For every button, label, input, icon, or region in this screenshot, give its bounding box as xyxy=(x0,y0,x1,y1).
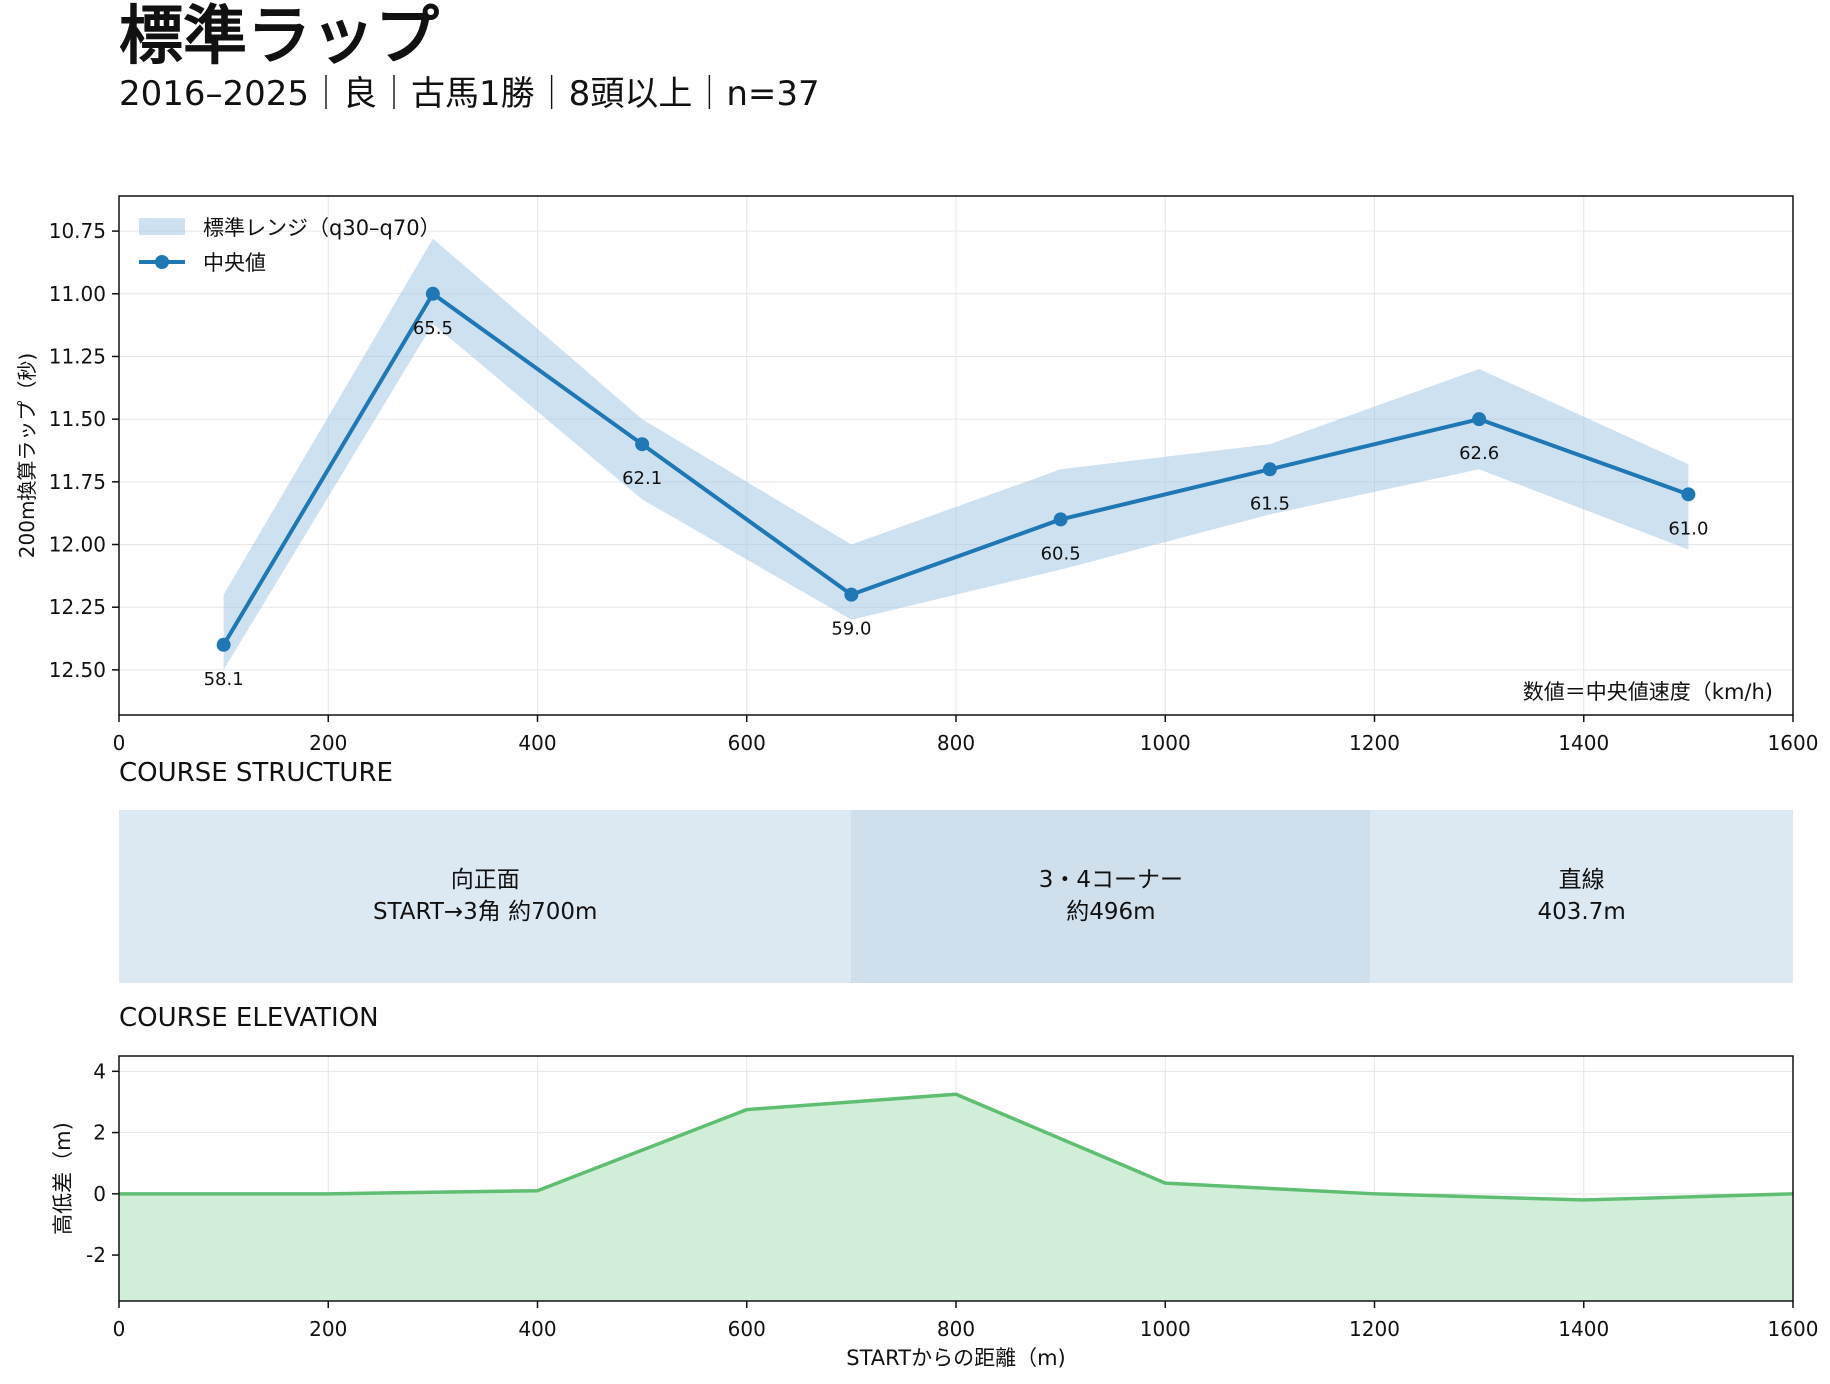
plot-frame xyxy=(118,1055,1794,1302)
legend-label-median: 中央値 xyxy=(203,251,266,275)
x-tick-label: 0 xyxy=(113,1317,126,1341)
x-tick-label: 1600 xyxy=(1768,731,1819,755)
median-line xyxy=(221,291,1690,646)
speed-annotation: 数値＝中央値速度（km/h) xyxy=(1523,680,1773,704)
median-point xyxy=(216,637,231,652)
legend-swatch-band xyxy=(139,218,185,235)
y-tick-label: 0 xyxy=(93,1182,106,1206)
course-segment-detail: START→3角 約700m xyxy=(372,898,598,925)
y-axis-label: 高低差（m) xyxy=(51,1122,75,1235)
median-point xyxy=(425,286,440,301)
legend-label-band: 標準レンジ（q30–q70） xyxy=(203,216,441,240)
x-tick-label: 200 xyxy=(309,731,347,755)
x-tick-label: 800 xyxy=(937,731,975,755)
course-segment-name: 向正面 xyxy=(450,867,520,894)
point-label: 58.1 xyxy=(204,669,244,690)
course-segment-name: 直線 xyxy=(1558,867,1605,894)
page-subtitle: 2016–2025｜良｜古馬1勝｜8頭以上｜n=37 xyxy=(119,74,820,114)
median-point xyxy=(1472,412,1487,427)
x-tick-label: 400 xyxy=(518,731,556,755)
y-tick-label: 12.50 xyxy=(49,658,106,682)
x-tick-label: 600 xyxy=(728,731,766,755)
legend-swatch-marker xyxy=(155,255,169,269)
elevation-line xyxy=(119,1092,1794,1202)
x-tick-label: 1000 xyxy=(1140,1317,1191,1341)
x-tick-label: 400 xyxy=(518,1317,556,1341)
point-label: 65.5 xyxy=(413,318,453,339)
y-tick-label: 11.00 xyxy=(49,282,106,306)
y-tick-label: 11.50 xyxy=(49,407,106,431)
x-tick-label: 1000 xyxy=(1140,731,1191,755)
course-segment-detail: 403.7m xyxy=(1537,898,1626,925)
x-tick-label: 0 xyxy=(113,731,126,755)
x-tick-label: 600 xyxy=(728,1317,766,1341)
y-tick-label: 11.25 xyxy=(49,344,106,368)
point-label: 61.5 xyxy=(1250,493,1290,514)
median-point xyxy=(844,587,859,602)
course-segment-detail: 約496m xyxy=(1066,898,1156,925)
x-tick-label: 1400 xyxy=(1558,731,1609,755)
x-tick-label: 1600 xyxy=(1768,1317,1819,1341)
lap-chart: 58.1 65.5 62.1 59.0 60.5 61.5 62.6 61.0 0 200 400 6… xyxy=(15,195,1819,755)
median-point xyxy=(635,437,650,452)
x-tick-label: 1400 xyxy=(1558,1317,1609,1341)
course-elevation-label: COURSE ELEVATION xyxy=(119,1003,379,1033)
page-title: 標準ラップ xyxy=(119,0,439,74)
median-point xyxy=(1053,512,1068,527)
point-label: 59.0 xyxy=(831,619,871,640)
course-segment-name: 3・4コーナー xyxy=(1038,867,1183,894)
course-segment: 3・4コーナー 約496m xyxy=(851,810,1371,983)
median-point xyxy=(1681,487,1696,502)
point-label: 61.0 xyxy=(1668,518,1708,539)
y-tick-label: 12.25 xyxy=(49,595,106,619)
median-point xyxy=(1262,462,1277,477)
y-tick-label: 10.75 xyxy=(49,219,106,243)
y-tick-label: 11.75 xyxy=(49,470,106,494)
point-label: 60.5 xyxy=(1041,543,1081,564)
y-tick-label: 2 xyxy=(93,1121,106,1145)
course-structure-label: COURSE STRUCTURE xyxy=(119,758,393,788)
y-tick-label: -2 xyxy=(86,1243,106,1267)
y-tick-label: 12.00 xyxy=(49,533,106,557)
point-label: 62.1 xyxy=(622,468,662,489)
y-axis-label: 200m換算ラップ（秒) xyxy=(15,353,39,558)
x-tick-label: 800 xyxy=(937,1317,975,1341)
course-segment: 向正面 START→3角 約700m xyxy=(119,810,852,983)
course-segment: 直線 403.7m xyxy=(1370,810,1793,983)
x-tick-label: 1200 xyxy=(1349,731,1400,755)
point-label: 62.6 xyxy=(1459,443,1499,464)
x-axis-label: STARTからの距離（m) xyxy=(846,1346,1065,1370)
range-band xyxy=(223,238,1689,670)
x-tick-label: 200 xyxy=(309,1317,347,1341)
x-tick-label: 1200 xyxy=(1349,1317,1400,1341)
elevation-area xyxy=(119,1094,1793,1301)
y-tick-label: 4 xyxy=(93,1059,106,1083)
course-structure-bar: 向正面 START→3角 約700m 3・4コーナー 約496m 直線 403.7m xyxy=(119,810,1793,983)
